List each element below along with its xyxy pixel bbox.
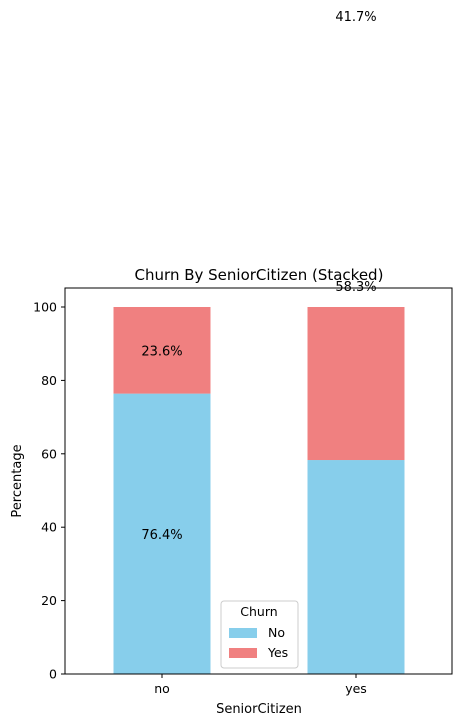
legend: Churn No Yes <box>220 600 299 669</box>
y-tick-label: 40 <box>41 520 57 535</box>
data-label-yes-yes: 41.7% <box>335 10 376 25</box>
legend-swatch-no <box>229 628 257 638</box>
x-axis-label: SeniorCitizen <box>216 702 302 717</box>
legend-title: Churn <box>240 604 277 619</box>
legend-label-no: No <box>268 625 285 640</box>
data-label-no-yes: 23.6% <box>141 344 182 359</box>
y-tick-label: 100 <box>33 300 57 315</box>
bars-layer <box>113 307 405 674</box>
y-tick-label: 20 <box>41 593 57 608</box>
bar-no-yes <box>113 307 211 394</box>
chart-title: Churn By SeniorCitizen (Stacked) <box>135 266 384 284</box>
y-axis-ticks: 0 20 40 60 80 100 <box>33 300 65 682</box>
y-tick-label: 80 <box>41 373 57 388</box>
x-tick-label-no: no <box>154 681 170 696</box>
y-tick-label: 60 <box>41 446 57 461</box>
x-axis-ticks: no yes <box>154 674 367 696</box>
data-labels-layer: 76.4%23.6%58.3%41.7% <box>141 10 376 543</box>
bar-yes-yes <box>307 307 405 461</box>
plot-frame <box>64 287 453 675</box>
y-axis-label: Percentage <box>10 444 25 517</box>
legend-label-yes: Yes <box>267 645 288 660</box>
bar-no-no <box>113 393 211 674</box>
legend-swatch-yes <box>229 648 257 658</box>
x-tick-label-yes: yes <box>345 681 367 696</box>
bar-yes-no <box>307 460 405 674</box>
data-label-no-no: 76.4% <box>141 528 182 543</box>
y-tick-label: 0 <box>49 667 57 682</box>
